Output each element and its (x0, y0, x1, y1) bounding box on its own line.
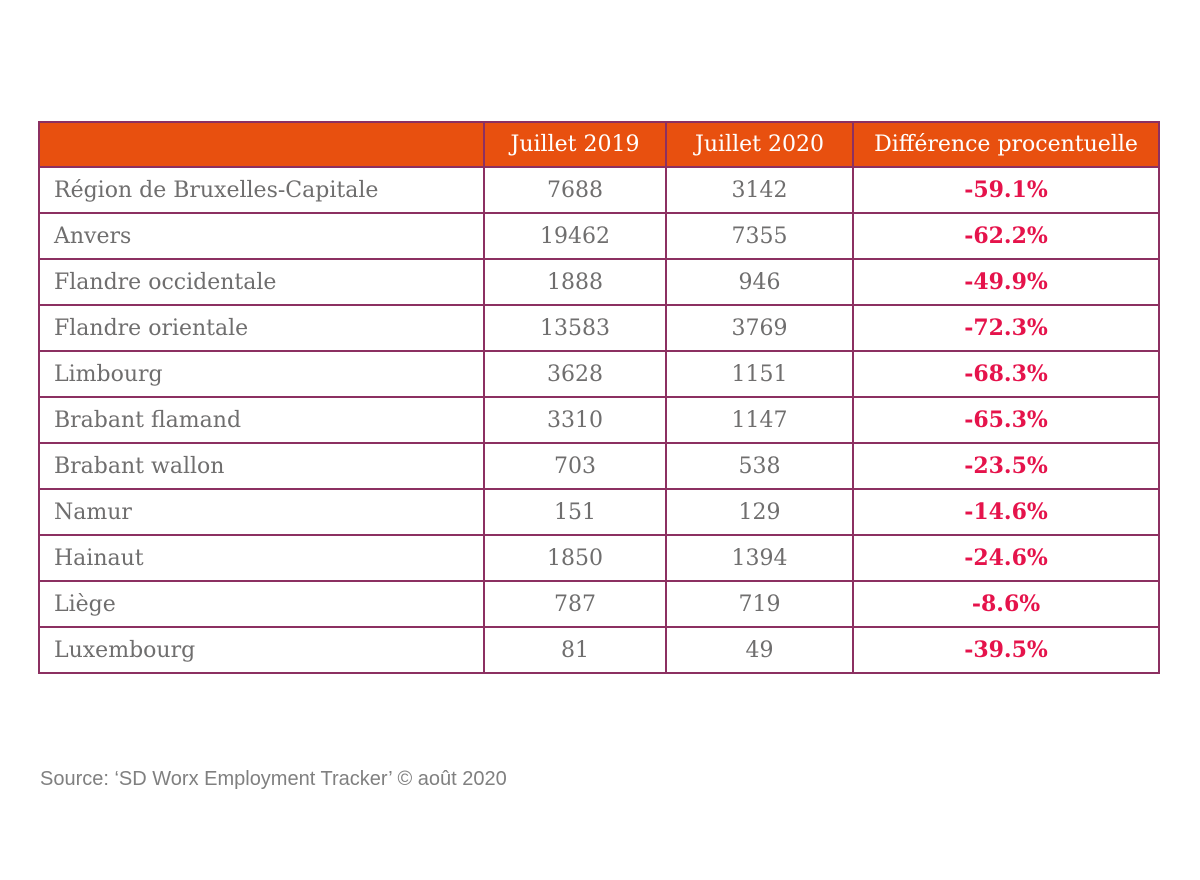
value-2019-cell: 3310 (483, 396, 667, 444)
value-2020-cell: 1147 (665, 396, 854, 444)
region-cell: Brabant wallon (38, 442, 485, 490)
header-juillet-2019: Juillet 2019 (483, 121, 667, 168)
value-2020-cell: 129 (665, 488, 854, 536)
region-cell: Liège (38, 580, 485, 628)
value-2020-cell: 49 (665, 626, 854, 674)
table-header: Juillet 2019 Juillet 2020 Différence pro… (38, 121, 1160, 168)
region-cell: Hainaut (38, 534, 485, 582)
region-cell: Région de Bruxelles-Capitale (38, 166, 485, 214)
table-row: Flandre orientale 13583 3769 -72.3% (38, 304, 1160, 352)
region-cell: Limbourg (38, 350, 485, 398)
table-row: Namur 151 129 -14.6% (38, 488, 1160, 536)
value-2019-cell: 1888 (483, 258, 667, 306)
region-cell: Namur (38, 488, 485, 536)
table-row: Luxembourg 81 49 -39.5% (38, 626, 1160, 674)
value-2019-cell: 3628 (483, 350, 667, 398)
table-row: Brabant flamand 3310 1147 -65.3% (38, 396, 1160, 444)
difference-cell: -59.1% (852, 166, 1160, 214)
value-2019-cell: 81 (483, 626, 667, 674)
table-row: Hainaut 1850 1394 -24.6% (38, 534, 1160, 582)
source-note: Source: ‘SD Worx Employment Tracker’ © a… (40, 768, 507, 790)
value-2020-cell: 1151 (665, 350, 854, 398)
table-row: Brabant wallon 703 538 -23.5% (38, 442, 1160, 490)
region-cell: Luxembourg (38, 626, 485, 674)
value-2020-cell: 1394 (665, 534, 854, 582)
value-2019-cell: 7688 (483, 166, 667, 214)
region-cell: Flandre orientale (38, 304, 485, 352)
table-row: Flandre occidentale 1888 946 -49.9% (38, 258, 1160, 306)
value-2020-cell: 7355 (665, 212, 854, 260)
difference-cell: -62.2% (852, 212, 1160, 260)
value-2020-cell: 946 (665, 258, 854, 306)
value-2020-cell: 3769 (665, 304, 854, 352)
header-region (38, 121, 485, 168)
table-row: Liège 787 719 -8.6% (38, 580, 1160, 628)
table-body: Région de Bruxelles-Capitale 7688 3142 -59.… (38, 166, 1160, 674)
difference-cell: -39.5% (852, 626, 1160, 674)
value-2020-cell: 719 (665, 580, 854, 628)
value-2019-cell: 13583 (483, 304, 667, 352)
table-row: Région de Bruxelles-Capitale 7688 3142 -59.… (38, 166, 1160, 214)
difference-cell: -72.3% (852, 304, 1160, 352)
difference-cell: -8.6% (852, 580, 1160, 628)
value-2020-cell: 538 (665, 442, 854, 490)
difference-cell: -14.6% (852, 488, 1160, 536)
value-2019-cell: 19462 (483, 212, 667, 260)
header-row: Juillet 2019 Juillet 2020 Différence pro… (38, 121, 1160, 168)
difference-cell: -68.3% (852, 350, 1160, 398)
difference-cell: -24.6% (852, 534, 1160, 582)
region-cell: Brabant flamand (38, 396, 485, 444)
region-cell: Flandre occidentale (38, 258, 485, 306)
value-2020-cell: 3142 (665, 166, 854, 214)
value-2019-cell: 151 (483, 488, 667, 536)
difference-cell: -23.5% (852, 442, 1160, 490)
region-cell: Anvers (38, 212, 485, 260)
difference-cell: -65.3% (852, 396, 1160, 444)
header-juillet-2020: Juillet 2020 (665, 121, 854, 168)
table-row: Anvers 19462 7355 -62.2% (38, 212, 1160, 260)
employment-table: Juillet 2019 Juillet 2020 Différence pro… (38, 121, 1160, 674)
header-difference: Différence procentuelle (852, 121, 1160, 168)
value-2019-cell: 787 (483, 580, 667, 628)
table-row: Limbourg 3628 1151 -68.3% (38, 350, 1160, 398)
difference-cell: -49.9% (852, 258, 1160, 306)
value-2019-cell: 703 (483, 442, 667, 490)
value-2019-cell: 1850 (483, 534, 667, 582)
